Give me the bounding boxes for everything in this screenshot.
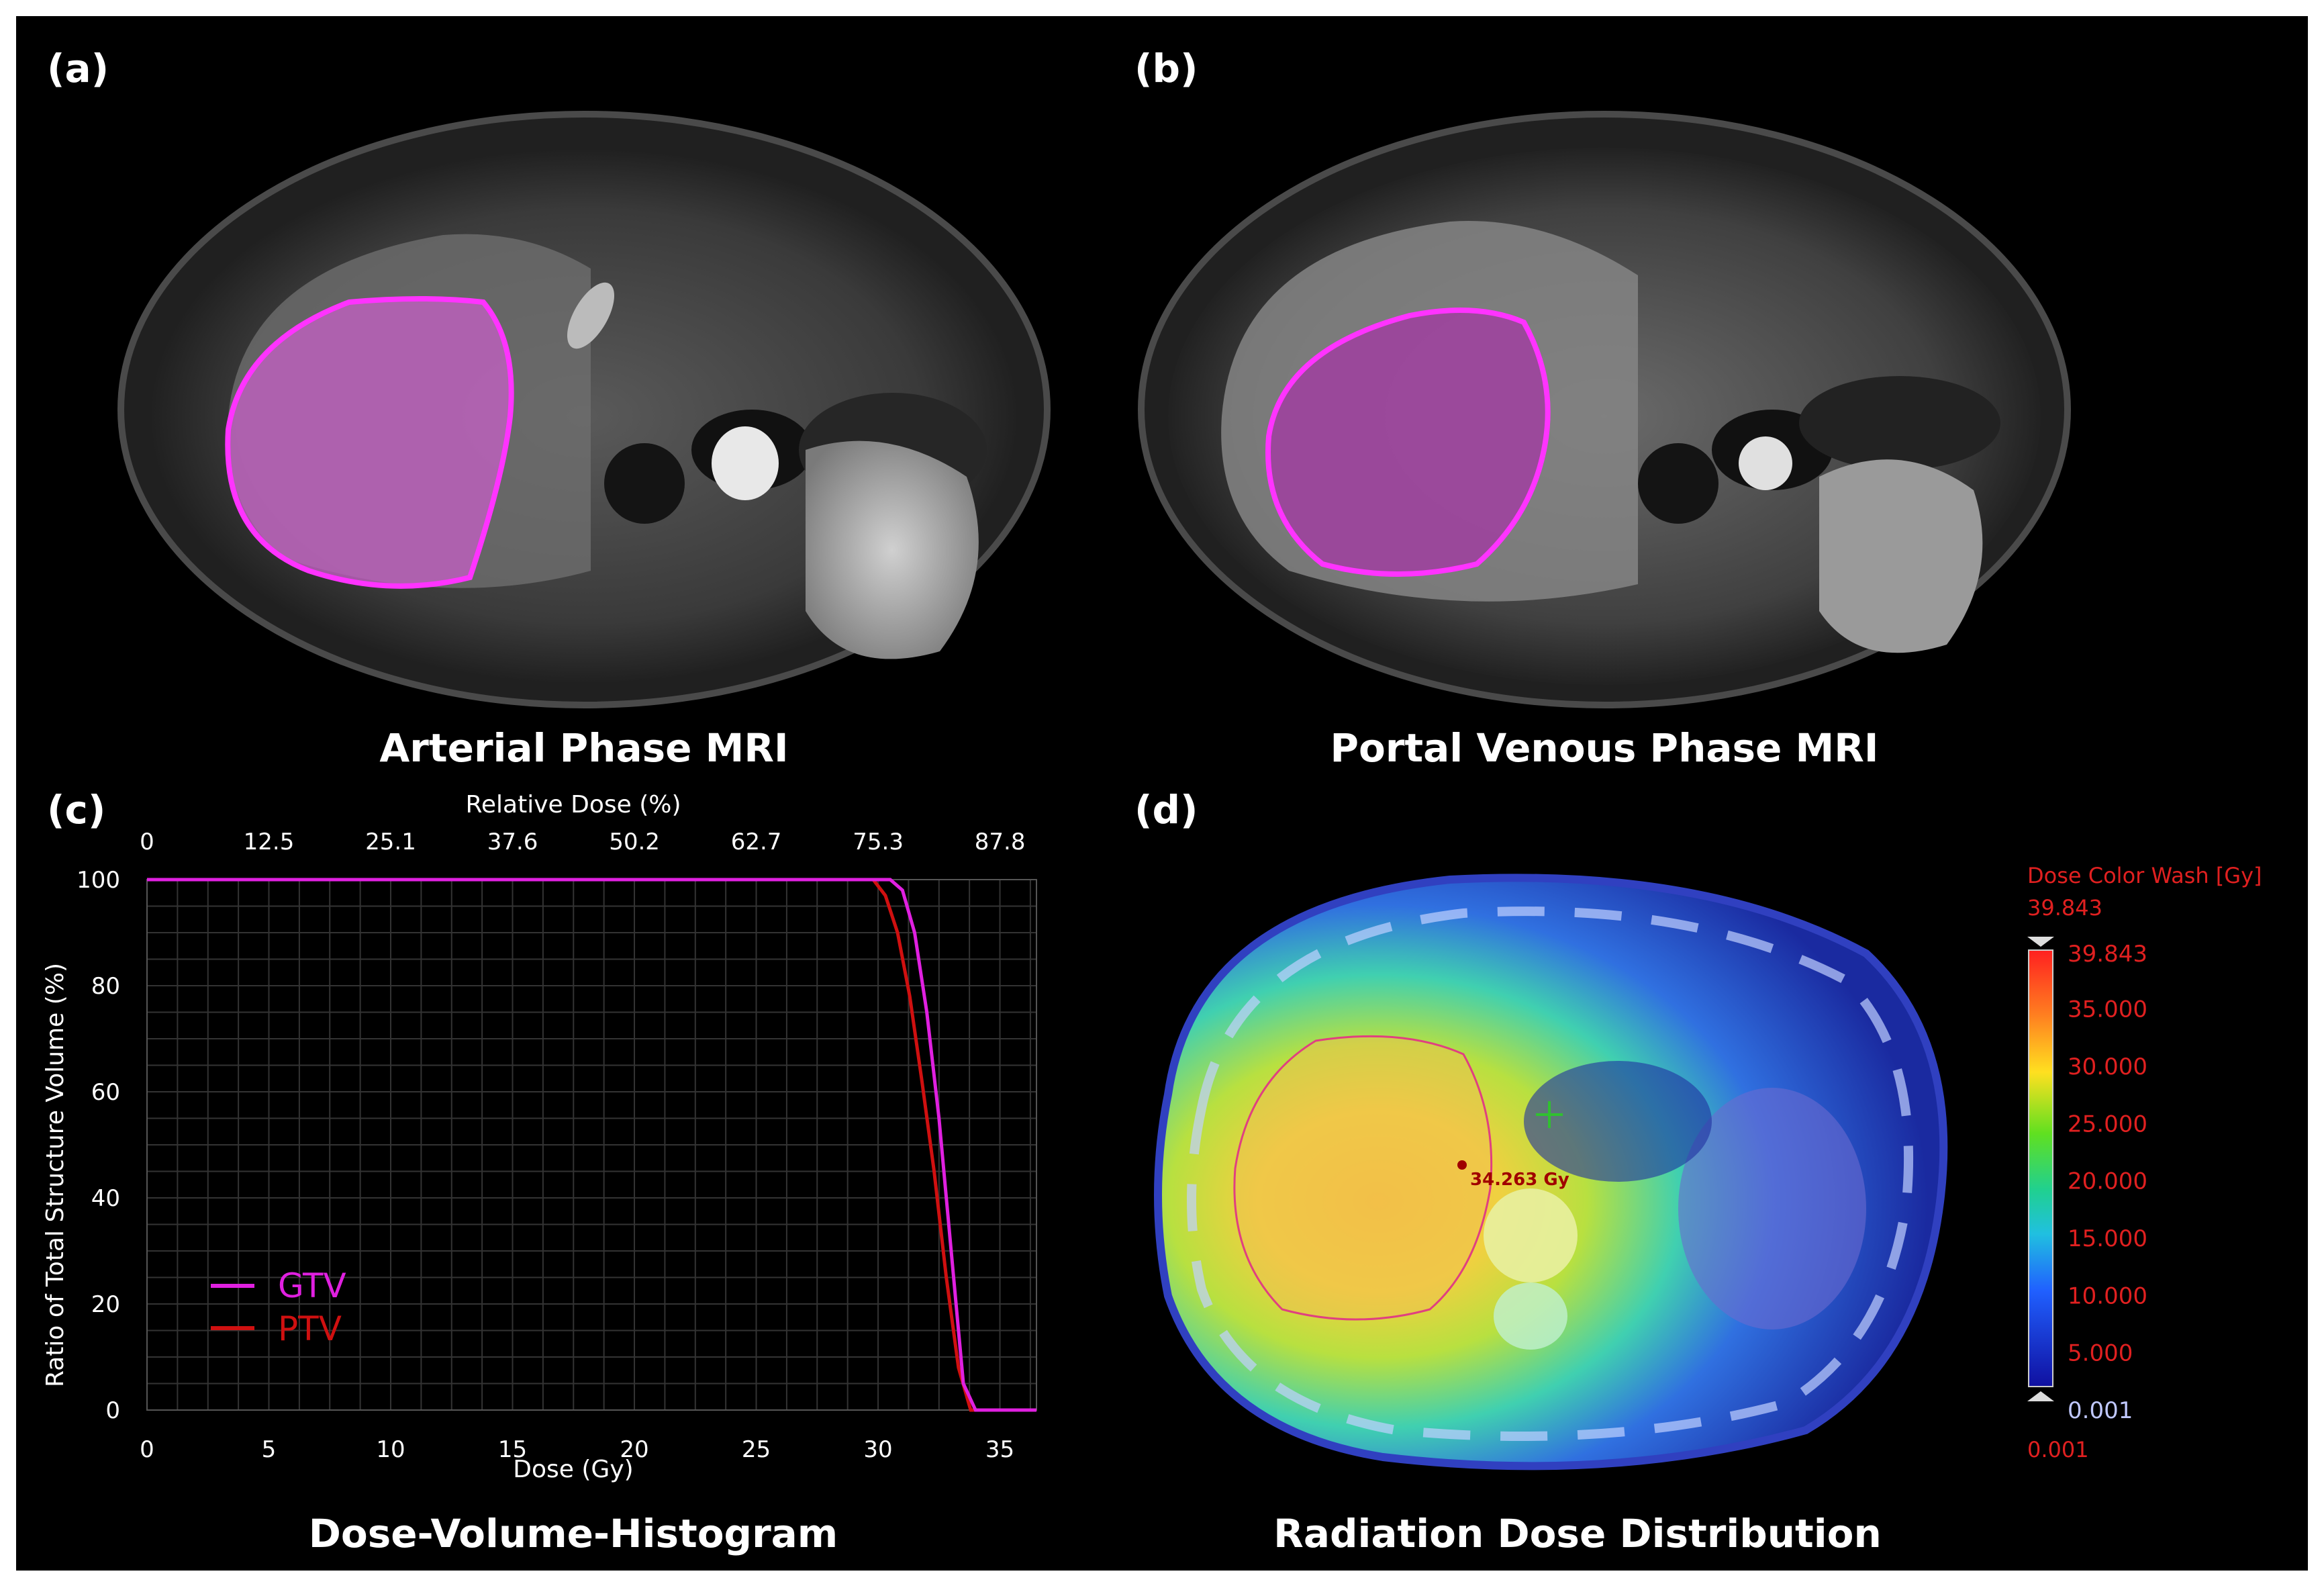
min-handle-icon[interactable]: [2027, 1391, 2054, 1401]
dvh-legend: GTV PTV: [211, 1266, 346, 1348]
dose-min-label: 0.001: [2027, 1437, 2089, 1462]
top-tick-label: 75.3: [853, 829, 904, 855]
arterial-mri-caption: Arterial Phase MRI: [379, 725, 789, 771]
x-tick-label: 0: [140, 1436, 154, 1463]
x-tick-label: 10: [376, 1436, 405, 1463]
dvh-caption: Dose-Volume-Histogram: [308, 1511, 838, 1556]
top-tick-label: 25.1: [365, 829, 416, 855]
dose-color-bar: Dose Color Wash [Gy] 39.843 39.843 35.000…: [2027, 863, 2262, 1462]
dose-probe-point: [1457, 1160, 1467, 1170]
dose-scale-tick: 20.000: [2068, 1168, 2147, 1195]
top-tick-label: 12.5: [244, 829, 295, 855]
x-tick-label: 15: [498, 1436, 527, 1463]
max-handle-icon[interactable]: [2027, 937, 2054, 947]
volume-axis-label: Ratio of Total Structure Volume (%): [42, 963, 69, 1387]
dose-caption: Radiation Dose Distribution: [1273, 1511, 1882, 1556]
panel-label-a: (a): [47, 46, 109, 91]
dose-scale-tick: 35.000: [2068, 996, 2147, 1023]
y-tick-label: 80: [91, 973, 120, 1000]
top-tick-label: 50.2: [609, 829, 660, 855]
y-tick-label: 20: [91, 1291, 120, 1318]
dose-scale-tick: 30.000: [2068, 1054, 2147, 1080]
x-tick-label: 20: [620, 1436, 648, 1463]
dose-colorwash-title: Dose Color Wash [Gy]: [2027, 863, 2262, 888]
top-tick-label: 0: [140, 829, 154, 855]
dvh-chart: Relative Dose (%) 0 12.5 25.1 37.6 50.2 62.7 7…: [42, 791, 1037, 1483]
x-tick-label: 5: [262, 1436, 277, 1463]
y-tick-label: 100: [77, 867, 120, 894]
dose-scale-tick: 5.000: [2068, 1340, 2133, 1367]
dose-probe-readout: 34.263 Gy: [1470, 1170, 1569, 1190]
x-tick-label: 30: [863, 1436, 892, 1463]
top-tick-label: 37.6: [487, 829, 538, 855]
panel-label-c: (c): [47, 787, 106, 833]
legend-ptv-label: PTV: [278, 1309, 342, 1348]
dose-axis-label: Dose (Gy): [513, 1456, 633, 1483]
y-tick-label: 60: [91, 1079, 120, 1106]
x-tick-label: 25: [742, 1436, 771, 1463]
top-tick-label: 87.8: [975, 829, 1026, 855]
y-tick-label: 0: [105, 1397, 120, 1424]
legend-gtv-label: GTV: [278, 1266, 346, 1305]
dose-distribution-image: 34.263 Gy: [1154, 874, 1948, 1470]
dose-max-label: 39.843: [2027, 895, 2102, 921]
series-line-gtv: [147, 878, 1036, 1412]
y-tick-label: 40: [91, 1185, 120, 1212]
panel-label-b: (b): [1134, 46, 1198, 91]
top-tick-label: 62.7: [731, 829, 782, 855]
portal-venous-mri-image: [1138, 111, 2071, 708]
dose-scale-tick: 15.000: [2068, 1225, 2147, 1252]
dose-scale-tick: 39.843: [2068, 941, 2147, 968]
dose-scale-tick: 10.000: [2068, 1282, 2147, 1309]
crosshair-icon: [1536, 1101, 1563, 1128]
dose-scale-tick: 25.000: [2068, 1111, 2147, 1137]
dose-scale-tick: 0.001: [2068, 1397, 2133, 1424]
arterial-mri-image: [117, 111, 1051, 708]
portal-venous-mri-caption: Portal Venous Phase MRI: [1330, 725, 1879, 771]
relative-dose-axis-label: Relative Dose (%): [465, 791, 681, 819]
x-tick-label: 35: [985, 1436, 1014, 1463]
panel-label-d: (d): [1134, 787, 1198, 833]
